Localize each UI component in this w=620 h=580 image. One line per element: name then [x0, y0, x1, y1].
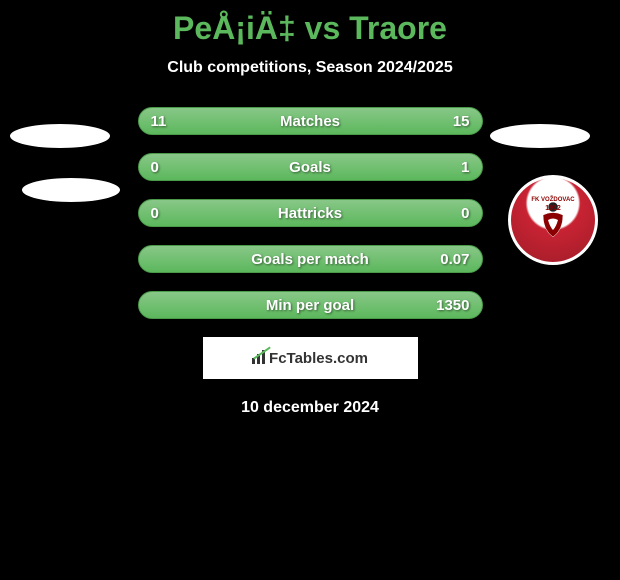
- stat-right-value: 0: [461, 205, 469, 222]
- stat-right-value: 0.07: [440, 251, 469, 268]
- stat-row-goals: 0 Goals 1: [0, 153, 620, 181]
- stat-right-value: 15: [453, 113, 470, 130]
- chart-icon: [252, 348, 265, 369]
- stat-label: Hattricks: [278, 205, 342, 222]
- stat-label: Goals: [289, 159, 331, 176]
- stat-label: Matches: [280, 113, 340, 130]
- branding-text: FcTables.com: [269, 350, 368, 367]
- stat-row-min-per-goal: Min per goal 1350: [0, 291, 620, 319]
- header: PeÅ¡iÄ‡ vs Traore Club competitions, Sea…: [0, 0, 620, 77]
- stat-label: Goals per match: [251, 251, 369, 268]
- stat-right-value: 1350: [436, 297, 469, 314]
- stat-row-matches: 11 Matches 15: [0, 107, 620, 135]
- page-title: PeÅ¡iÄ‡ vs Traore: [0, 10, 620, 47]
- page-subtitle: Club competitions, Season 2024/2025: [0, 59, 620, 77]
- stat-right-value: 1: [461, 159, 469, 176]
- stat-left-value: 0: [151, 159, 159, 176]
- stat-left-value: 0: [151, 205, 159, 222]
- stat-row-hattricks: 0 Hattricks 0: [0, 199, 620, 227]
- stat-row-goals-per-match: Goals per match 0.07: [0, 245, 620, 273]
- branding-box[interactable]: FcTables.com: [203, 337, 418, 379]
- footer-date: 10 december 2024: [0, 399, 620, 417]
- stat-left-value: 11: [151, 113, 167, 130]
- stat-label: Min per goal: [266, 297, 354, 314]
